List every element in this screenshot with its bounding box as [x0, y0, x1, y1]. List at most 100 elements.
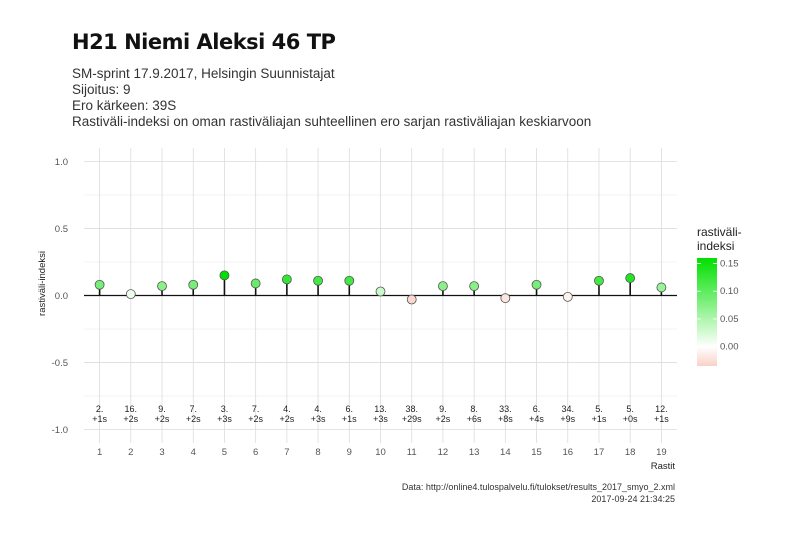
legend-tick-label: 0.15	[720, 259, 739, 270]
rank-label: 12.	[655, 404, 668, 414]
lollipop-point	[438, 281, 448, 292]
chart-subtitle: SM-sprint 17.9.2017, Helsingin Suunnista…	[72, 66, 591, 130]
x-tick-label: 13	[469, 447, 480, 458]
rank-label: 38.	[405, 404, 418, 414]
rank-label: 4.	[314, 404, 322, 414]
x-tick-label: 15	[531, 447, 542, 458]
diff-label: +3s	[217, 414, 232, 424]
diff-label: +4s	[529, 414, 544, 424]
lollipop-point	[406, 294, 417, 305]
diff-label: +2s	[436, 414, 451, 424]
caption-timestamp: 2017-09-24 21:34:25	[591, 494, 675, 504]
diff-label: +1s	[342, 414, 357, 424]
rank-label: 13.	[374, 404, 387, 414]
diff-label: +29s	[402, 414, 422, 424]
lollipop-point	[531, 279, 542, 290]
y-tick-label: -1.0	[52, 425, 68, 436]
rank-label: 9.	[439, 404, 447, 414]
rank-label: 6.	[346, 404, 354, 414]
rank-label: 34.	[562, 404, 575, 414]
lollipop-point	[594, 275, 604, 286]
legend-colorbar	[697, 258, 717, 366]
diff-label: +2s	[248, 414, 263, 424]
lollipop-point	[344, 275, 355, 286]
y-axis-title: rastiväli-indeksi	[37, 251, 48, 316]
x-tick-label: 2	[128, 447, 133, 458]
subtitle-line-event: SM-sprint 17.9.2017, Helsingin Suunnista…	[72, 66, 335, 81]
rank-label: 9.	[158, 404, 166, 414]
diff-label: +0s	[623, 414, 638, 424]
lollipop-point	[250, 278, 261, 289]
legend-tick-label: 0.00	[720, 342, 739, 353]
subtitle-line-placement: Sijoitus: 9	[72, 82, 131, 97]
legend-tick-label: 0.10	[720, 286, 739, 297]
caption-source: Data: http://online4.tulospalvelu.fi/tul…	[402, 482, 675, 492]
lollipop-point	[656, 282, 667, 293]
legend-title: rastiväli-	[697, 225, 742, 239]
lollipop-point	[281, 274, 292, 285]
diff-label: +2s	[279, 414, 294, 424]
x-tick-label: 10	[375, 447, 386, 458]
y-tick-label: -0.5	[52, 358, 68, 369]
rank-label: 8.	[470, 404, 478, 414]
x-tick-label: 1	[97, 447, 102, 458]
lollipop-point	[219, 270, 230, 281]
diff-label: +2s	[155, 414, 170, 424]
rank-label: 2.	[96, 404, 104, 414]
diff-label: +8s	[498, 414, 513, 424]
diff-label: +1s	[92, 414, 107, 424]
diff-label: +1s	[592, 414, 607, 424]
rank-label: 4.	[283, 404, 291, 414]
rank-label: 3.	[221, 404, 229, 414]
x-tick-label: 18	[625, 447, 636, 458]
lollipop-point	[94, 279, 105, 290]
diff-label: +1s	[654, 414, 669, 424]
x-tick-label: 11	[407, 447, 417, 458]
rank-label: 7.	[189, 404, 197, 414]
x-tick-label: 5	[222, 447, 227, 458]
lollipop-point	[313, 275, 323, 286]
x-tick-label: 17	[594, 447, 605, 458]
x-tick-label: 19	[656, 447, 667, 458]
x-axis-title: Rastit	[651, 461, 676, 472]
rank-label: 33.	[499, 404, 512, 414]
x-tick-label: 14	[500, 447, 511, 458]
y-tick-label: 0.0	[55, 291, 68, 302]
subtitle-line-gap: Ero kärkeen: 39S	[72, 98, 177, 113]
lollipop-point	[625, 273, 636, 283]
diff-label: +2s	[186, 414, 201, 424]
diff-label: +3s	[311, 414, 326, 424]
rank-label: 5.	[626, 404, 634, 414]
y-tick-label: 1.0	[55, 157, 68, 168]
lollipop-point	[375, 286, 386, 297]
lollipop-point	[469, 281, 480, 292]
diff-label: +2s	[123, 414, 138, 424]
lollipop-point	[500, 293, 511, 304]
lollipop-point	[188, 279, 199, 290]
x-tick-label: 4	[191, 447, 196, 458]
lollipop-point	[125, 289, 136, 300]
diff-label: +9s	[560, 414, 575, 424]
rank-label: 6.	[533, 404, 541, 414]
lollipop-point	[562, 291, 573, 302]
legend-title: indeksi	[697, 239, 734, 253]
lollipop-point	[157, 281, 167, 292]
x-tick-label: 12	[438, 447, 449, 458]
chart-title: H21 Niemi Aleksi 46 TP	[72, 30, 336, 54]
diff-label: +6s	[467, 414, 482, 424]
x-tick-label: 6	[253, 447, 258, 458]
x-tick-label: 16	[562, 447, 573, 458]
x-tick-label: 3	[159, 447, 164, 458]
diff-label: +3s	[373, 414, 388, 424]
rank-label: 5.	[595, 404, 603, 414]
x-tick-label: 7	[284, 447, 289, 458]
y-tick-label: 0.5	[55, 224, 68, 235]
legend-tick-label: 0.05	[720, 314, 739, 325]
subtitle-line-description: Rastiväli-indeksi on oman rastiväliajan …	[72, 114, 592, 129]
x-tick-label: 9	[347, 447, 352, 458]
rank-label: 7.	[252, 404, 260, 414]
x-tick-label: 8	[315, 447, 320, 458]
rank-label: 16.	[125, 404, 138, 414]
